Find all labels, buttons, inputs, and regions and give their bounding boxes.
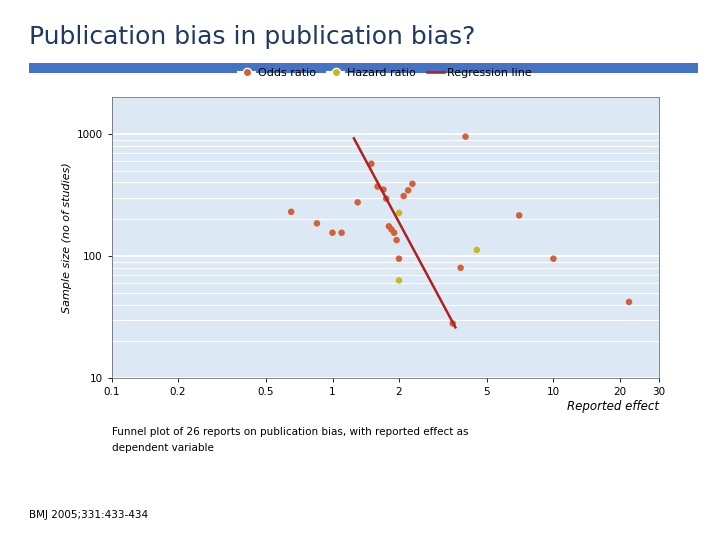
Point bbox=[393, 276, 405, 285]
Point bbox=[624, 298, 635, 306]
Point bbox=[372, 183, 383, 191]
Point bbox=[402, 186, 414, 194]
X-axis label: Reported effect: Reported effect bbox=[567, 400, 659, 413]
Point bbox=[460, 132, 472, 141]
Point bbox=[455, 264, 467, 272]
Text: BMJ 2005;331:433-434: BMJ 2005;331:433-434 bbox=[29, 510, 148, 521]
Point bbox=[388, 228, 400, 237]
Point bbox=[471, 246, 482, 254]
Point bbox=[447, 319, 459, 328]
Point bbox=[378, 185, 390, 194]
Point bbox=[548, 254, 559, 263]
Point bbox=[386, 225, 397, 234]
Point bbox=[393, 254, 405, 263]
Y-axis label: Sample size (no of studies): Sample size (no of studies) bbox=[63, 162, 72, 313]
Point bbox=[513, 211, 525, 220]
Point bbox=[391, 236, 402, 245]
Point bbox=[336, 228, 348, 237]
Point bbox=[352, 198, 364, 207]
Point bbox=[366, 159, 377, 168]
Point bbox=[407, 179, 418, 188]
Point bbox=[285, 207, 297, 216]
Point bbox=[398, 192, 410, 200]
Legend: Odds ratio, Hazard ratio, Regression line: Odds ratio, Hazard ratio, Regression lin… bbox=[234, 63, 536, 82]
Point bbox=[327, 228, 338, 237]
Text: Funnel plot of 26 reports on publication bias, with reported effect as: Funnel plot of 26 reports on publication… bbox=[112, 427, 468, 437]
Point bbox=[383, 222, 395, 231]
Text: dependent variable: dependent variable bbox=[112, 443, 213, 453]
Text: Publication bias in publication bias?: Publication bias in publication bias? bbox=[29, 25, 475, 49]
Point bbox=[393, 208, 405, 217]
Point bbox=[311, 219, 323, 228]
Point bbox=[380, 194, 392, 203]
